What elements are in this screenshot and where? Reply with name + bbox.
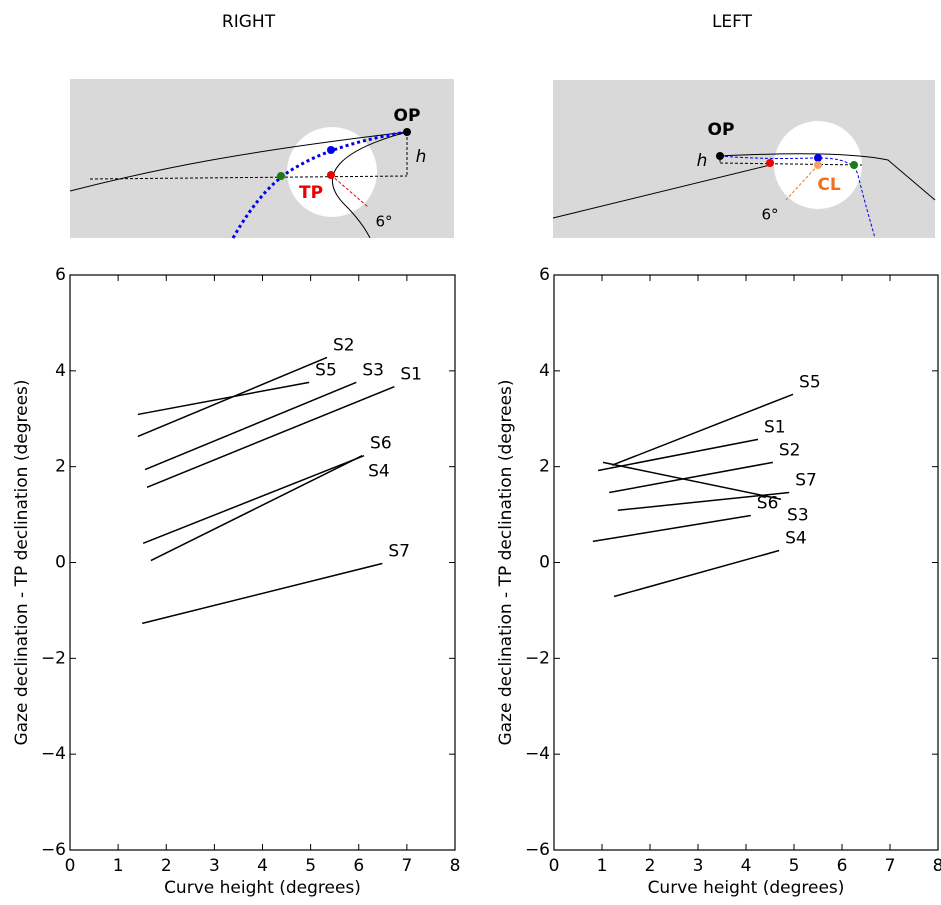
diagram-left: OP h CL 6° (552, 80, 936, 239)
road (69, 131, 408, 192)
x-tick-label: 3 (693, 856, 704, 876)
series-line (142, 562, 383, 625)
annotation: 6° (761, 206, 778, 224)
dot (814, 154, 822, 162)
annotation: CL (817, 175, 840, 195)
y-tick-label: 4 (55, 361, 66, 381)
curve (332, 131, 408, 239)
series-line (146, 385, 395, 488)
dot (327, 171, 335, 179)
panel-title: RIGHT (222, 12, 276, 32)
diagram-bg (553, 80, 935, 238)
series-line (611, 393, 794, 466)
curve (719, 153, 936, 201)
series-line (602, 461, 782, 500)
series-label: S6 (370, 434, 392, 454)
x-tick-label: 1 (597, 856, 608, 876)
x-tick-label: 4 (741, 856, 752, 876)
y-tick-label: 6 (55, 265, 66, 285)
gaze-path (719, 155, 876, 239)
series-line (592, 514, 751, 543)
series-label: S5 (799, 372, 821, 392)
x-tick-label: 7 (401, 856, 412, 876)
y-tick-label: −2 (525, 648, 550, 668)
x-tick-label: 2 (645, 856, 656, 876)
dot (327, 146, 335, 154)
y-axis-label: Gaze declination - TP declination (degre… (496, 379, 516, 745)
dashed (330, 174, 369, 208)
x-axis-label: Curve height (degrees) (648, 878, 845, 898)
annotation: 6° (375, 213, 392, 231)
series-label: S1 (764, 417, 786, 437)
series-line (137, 381, 310, 416)
series-line (150, 454, 363, 562)
x-tick-label: 8 (933, 856, 941, 876)
dot (850, 161, 858, 169)
series-label: S6 (757, 494, 779, 514)
x-tick-label: 8 (450, 856, 461, 876)
dot (766, 159, 774, 167)
series-label: S2 (333, 335, 355, 355)
diagram-bg (70, 79, 454, 238)
x-tick-label: 0 (549, 856, 560, 876)
dot (277, 172, 285, 180)
annotation: OP (394, 106, 421, 126)
x-tick-label: 3 (209, 856, 220, 876)
dashed (89, 175, 408, 180)
y-tick-label: −2 (41, 648, 66, 668)
y-tick-label: −6 (525, 840, 550, 860)
series-line (598, 438, 759, 472)
series-line (613, 549, 780, 598)
dot (716, 152, 724, 160)
series-label: S1 (400, 365, 422, 385)
y-tick-label: −4 (41, 744, 66, 764)
series-label: S7 (388, 541, 410, 561)
x-tick-label: 6 (837, 856, 848, 876)
y-axis-label: Gaze declination - TP declination (degre… (12, 379, 32, 745)
series-line (609, 461, 774, 494)
x-tick-label: 1 (113, 856, 124, 876)
y-tick-label: 4 (539, 361, 550, 381)
diagram-right: OP h TP 6° (69, 79, 454, 239)
x-tick-label: 4 (257, 856, 268, 876)
y-tick-label: 0 (539, 553, 550, 573)
series-label: S5 (315, 360, 337, 380)
x-axis-label: Curve height (degrees) (164, 878, 361, 898)
x-tick-label: 5 (305, 856, 316, 876)
y-tick-label: 2 (55, 457, 66, 477)
x-tick-label: 0 (65, 856, 76, 876)
y-tick-label: 2 (539, 457, 550, 477)
annotation: h (416, 147, 427, 167)
dashed (719, 162, 863, 166)
plot-frame (553, 274, 939, 851)
series-line (142, 454, 365, 545)
series-label: S4 (785, 529, 807, 549)
x-tick-label: 6 (353, 856, 364, 876)
x-tick-label: 2 (161, 856, 172, 876)
dot (814, 161, 822, 169)
series-label: S2 (779, 440, 801, 460)
annotation: OP (708, 120, 735, 140)
series-label: S4 (368, 462, 390, 482)
dot (403, 128, 411, 136)
x-tick-label: 5 (789, 856, 800, 876)
y-tick-label: 0 (55, 553, 66, 573)
x-tick-label: 7 (885, 856, 896, 876)
plot-frame (69, 274, 456, 851)
panel-title: LEFT (712, 12, 753, 32)
y-tick-label: −6 (41, 840, 66, 860)
y-tick-label: −4 (525, 744, 550, 764)
annotation: h (697, 151, 708, 171)
series-label: S3 (362, 360, 384, 380)
road (552, 164, 771, 219)
annotation: TP (299, 183, 323, 203)
series-line (144, 381, 357, 471)
dashed (785, 164, 819, 201)
series-label: S3 (787, 505, 809, 525)
y-tick-label: 6 (539, 265, 550, 285)
series-label: S7 (795, 471, 817, 491)
